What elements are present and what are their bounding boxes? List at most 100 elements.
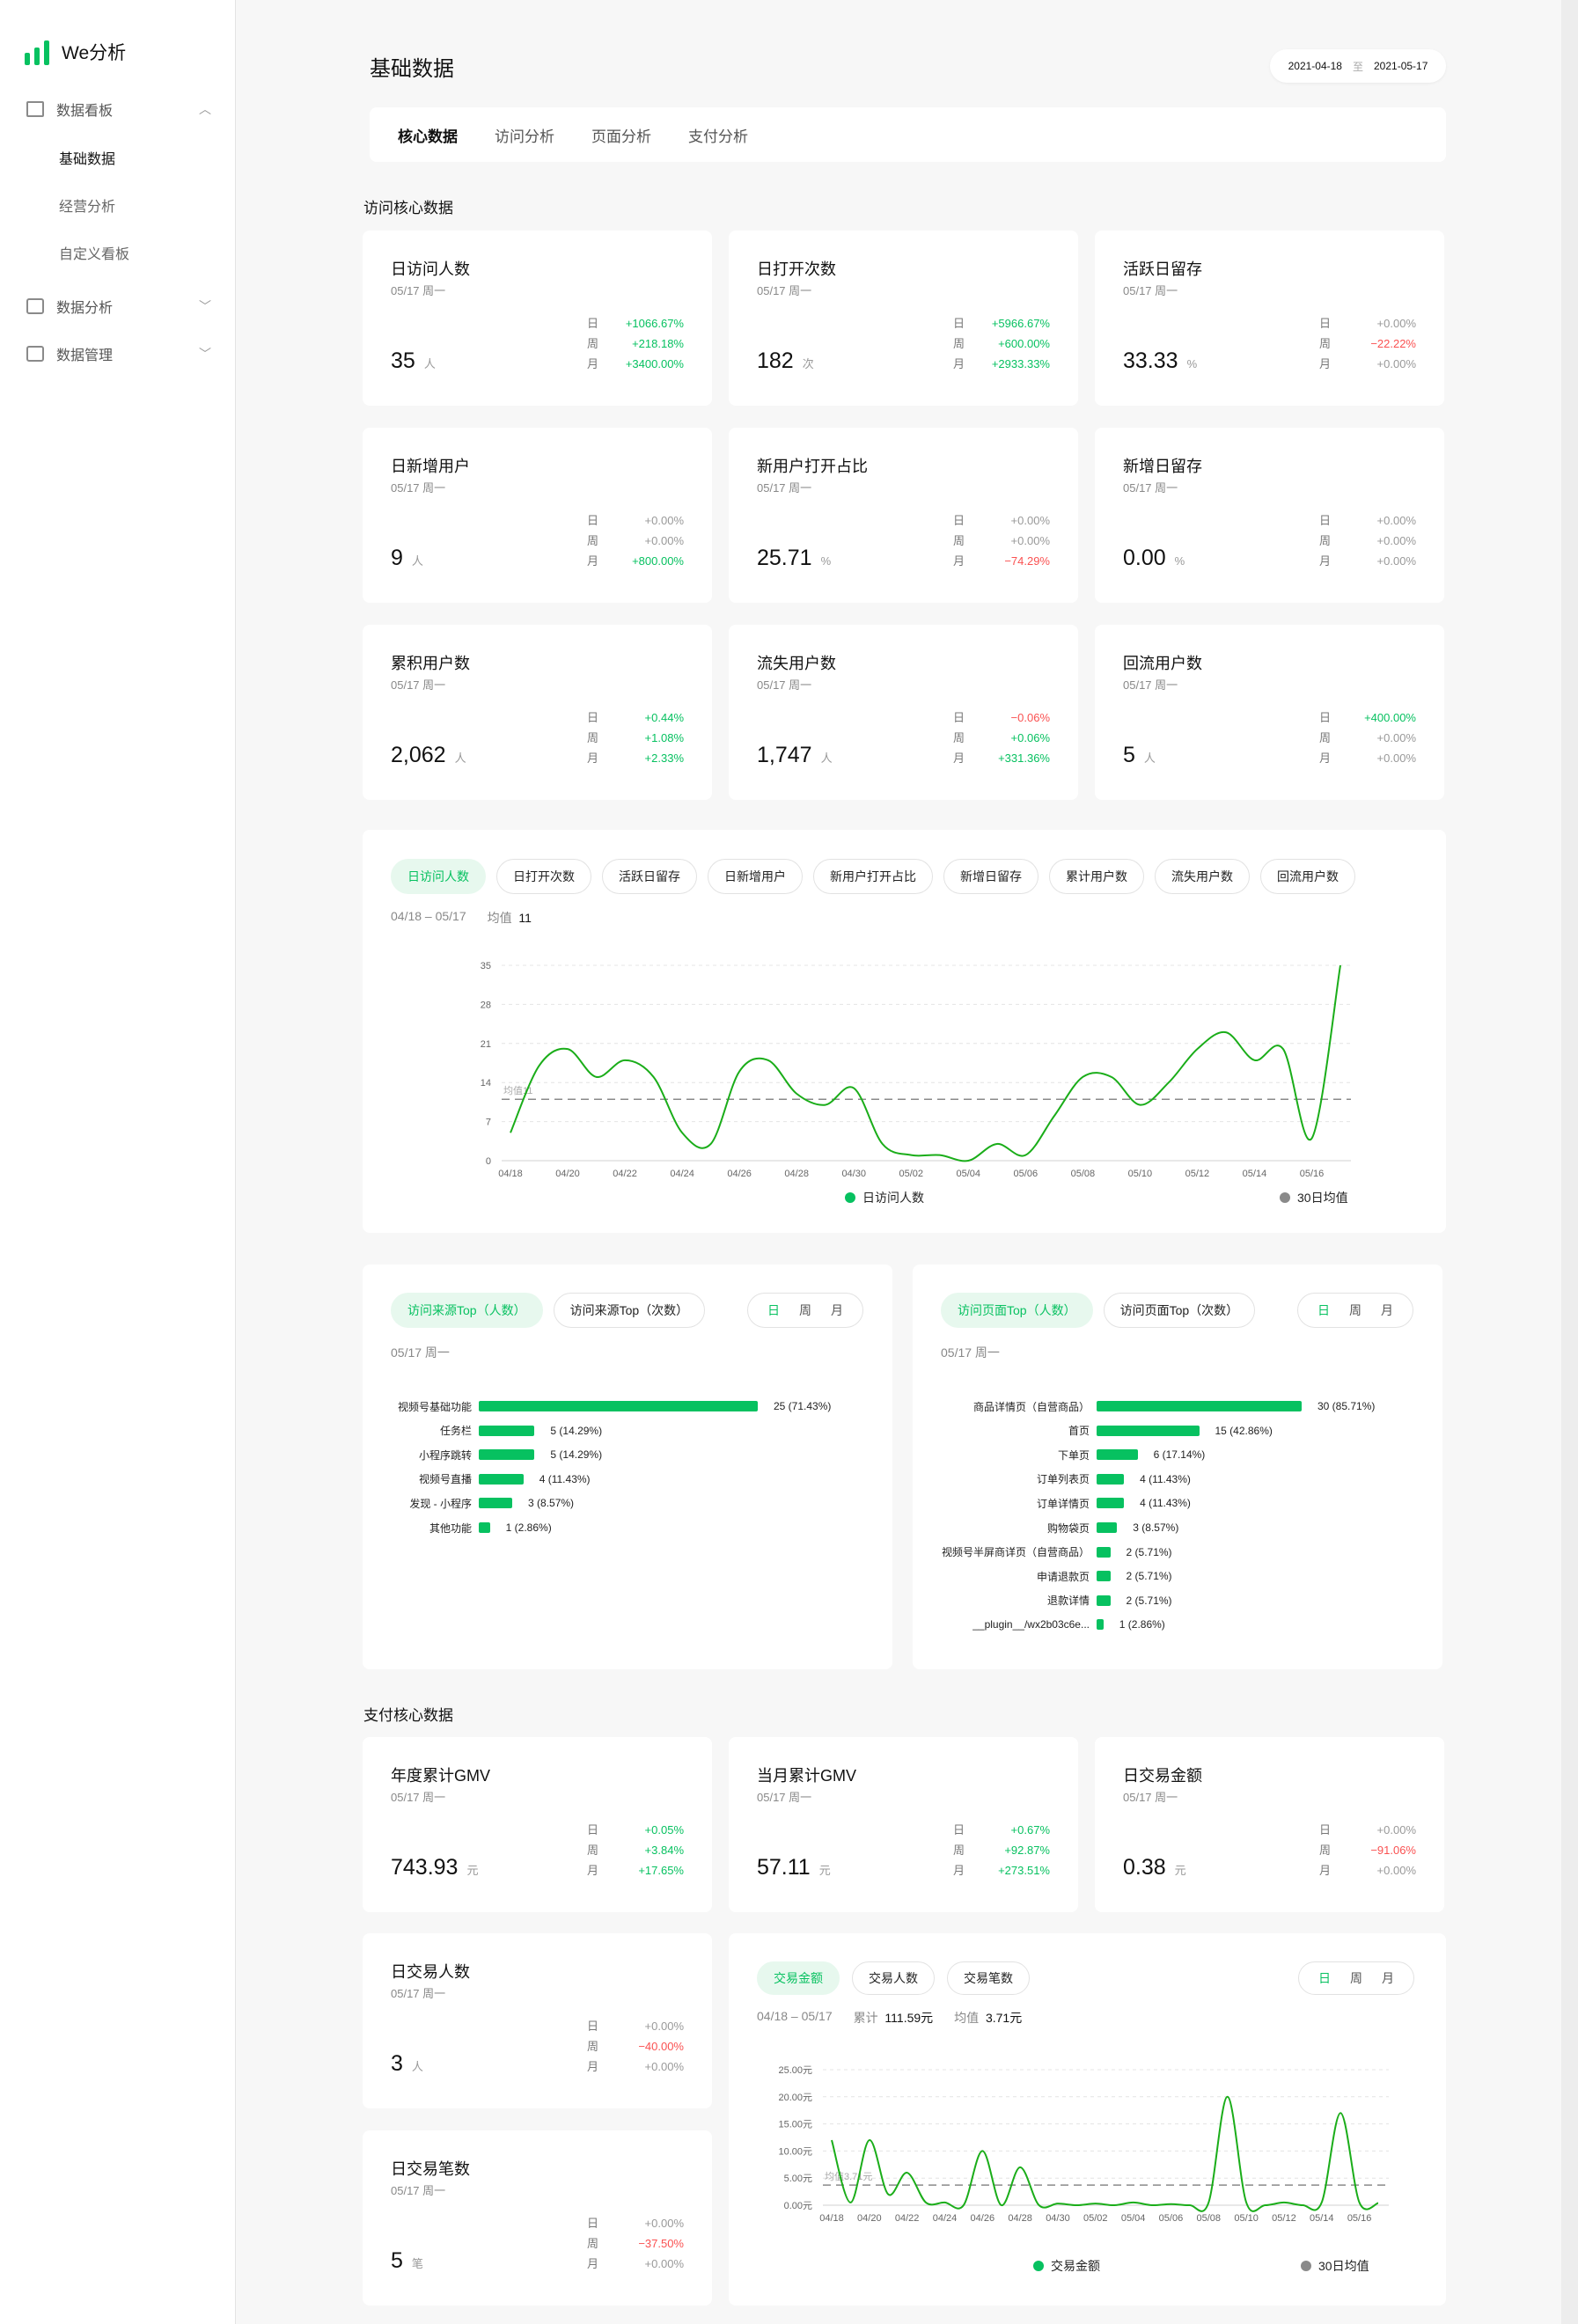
- tab-payment-analysis[interactable]: 支付分析: [688, 128, 748, 145]
- tab-core-data[interactable]: 核心数据: [398, 128, 458, 145]
- metric-unit: 人: [423, 357, 436, 370]
- bar: [1097, 1619, 1104, 1631]
- top-page-card: 访问页面Top（人数） 访问页面Top（次数） 日 周 月 05/17 周一 商…: [913, 1265, 1442, 1669]
- comparison-change: +0.00%: [1010, 534, 1050, 547]
- comparison-period: 月: [587, 357, 599, 370]
- metric-chip[interactable]: 流失用户数: [1155, 859, 1250, 894]
- metric-chip[interactable]: 日新增用户: [708, 859, 803, 894]
- metric-card[interactable]: 日交易人数 05/17 周一 3 人 日 +0.00% 周 −40.00% 月 +0.00%: [363, 1933, 712, 2108]
- metric-card[interactable]: 当月累计GMV 05/17 周一 57.11 元 日 +0.67% 周 +92.87% 月 +27…: [729, 1737, 1078, 1912]
- bar-value-label: 3 (8.57%): [528, 1497, 575, 1510]
- sidebar-item-custom-dashboard[interactable]: 自定义看板: [59, 247, 130, 262]
- nav-group-dashboard[interactable]: 数据看板 ︿: [26, 99, 211, 120]
- metric-card[interactable]: 日访问人数 05/17 周一 35 人 日 +1066.67% 周 +218.18% 月 +340…: [363, 231, 712, 406]
- comparison-row-month: 月 +273.51%: [953, 1860, 1050, 1880]
- legend-dot-green-icon: [845, 1192, 855, 1203]
- chip-page-users[interactable]: 访问页面Top（人数）: [941, 1293, 1093, 1328]
- chip-trade-amount[interactable]: 交易金额: [757, 1961, 840, 1995]
- comparison-change: +0.00%: [1010, 514, 1050, 527]
- metric-unit: 笔: [411, 2257, 423, 2270]
- app-logo[interactable]: We分析: [25, 40, 126, 65]
- comparison-period: 日: [587, 2020, 599, 2033]
- sidebar-item-business-analysis[interactable]: 经营分析: [59, 200, 116, 215]
- metric-chip[interactable]: 日打开次数: [496, 859, 591, 894]
- period-month[interactable]: 月: [1382, 1971, 1394, 1985]
- x-tick-label: 04/18: [819, 2213, 844, 2224]
- comparison-change: +400.00%: [1364, 711, 1416, 724]
- comparison-change: +0.00%: [1376, 731, 1416, 744]
- metric-title: 当月累计GMV: [757, 1767, 857, 1785]
- tab-visit-analysis[interactable]: 访问分析: [495, 128, 554, 145]
- metric-date: 05/17 周一: [1123, 481, 1178, 495]
- logo-bars-icon: [25, 40, 49, 65]
- period-day[interactable]: 日: [1318, 1971, 1331, 1985]
- metric-chip[interactable]: 活跃日留存: [602, 859, 697, 894]
- chevron-down-icon: ﹀: [199, 347, 211, 361]
- x-tick-label: 04/22: [613, 1169, 637, 1179]
- period-month[interactable]: 月: [831, 1303, 843, 1317]
- metric-card[interactable]: 年度累计GMV 05/17 周一 743.93 元 日 +0.05% 周 +3.84% 月 +17…: [363, 1737, 712, 1912]
- metric-value-group: 0.00%: [1123, 546, 1185, 571]
- bar: [1097, 1401, 1302, 1411]
- period-week[interactable]: 周: [1349, 1303, 1361, 1317]
- date-end: 2021-05-17: [1374, 60, 1428, 72]
- metric-card[interactable]: 日打开次数 05/17 周一 182 次 日 +5966.67% 周 +600.00% 月 +29…: [729, 231, 1078, 406]
- legend-average: 30日均值: [1280, 1189, 1348, 1206]
- metric-card[interactable]: 新用户打开占比 05/17 周一 25.71% 日 +0.00% 周 +0.00% 月 −74.…: [729, 428, 1078, 603]
- average-line-label: 均值3.71元: [825, 2171, 872, 2182]
- date-separator: 至: [1352, 60, 1363, 73]
- metric-chip[interactable]: 累计用户数: [1049, 859, 1144, 894]
- bar: [479, 1449, 535, 1461]
- chip-source-opens[interactable]: 访问来源Top（次数）: [553, 1293, 706, 1328]
- metric-card[interactable]: 累积用户数 05/17 周一 2,062 人 日 +0.44% 周 +1.08% 月 +2.33%: [363, 625, 712, 800]
- trend-chart-card: 日访问人数 日打开次数 活跃日留存 日新增用户 新用户打开占比 新增日留存 累计用户数 流失用…: [363, 830, 1446, 1233]
- tab-page-analysis[interactable]: 页面分析: [591, 128, 651, 145]
- metric-card[interactable]: 新增日留存 05/17 周一 0.00% 日 +0.00% 周 +0.00% 月 +0.00%: [1095, 428, 1444, 603]
- metric-chip[interactable]: 回流用户数: [1260, 859, 1355, 894]
- period-day[interactable]: 日: [767, 1303, 780, 1317]
- metric-card[interactable]: 日交易笔数 05/17 周一 5 笔 日 +0.00% 周 −37.50% 月 +0.00%: [363, 2130, 712, 2306]
- metric-value-group: 35 人: [391, 348, 436, 374]
- metric-unit: %: [1186, 357, 1198, 370]
- panel-date: 05/17 周一: [941, 1345, 1000, 1360]
- metric-card[interactable]: 活跃日留存 05/17 周一 33.33% 日 +0.00% 周 −22.22% 月 +0.00…: [1095, 231, 1444, 406]
- metric-card[interactable]: 日交易金额 05/17 周一 0.38 元 日 +0.00% 周 −91.06% 月 +0.00%: [1095, 1737, 1444, 1912]
- chip-trade-orders[interactable]: 交易笔数: [947, 1961, 1030, 1995]
- metric-title: 日交易笔数: [391, 2160, 470, 2178]
- nav-group-analysis[interactable]: 数据分析 ﹀: [26, 296, 211, 317]
- comparison-period: 月: [587, 554, 599, 568]
- comparison-row-week: 周 +218.18%: [587, 334, 684, 354]
- metric-value: 57.11: [757, 1855, 811, 1880]
- bar-value-label: 1 (2.86%): [1119, 1618, 1165, 1631]
- metric-unit: 人: [820, 751, 833, 765]
- bar: [479, 1473, 524, 1485]
- metric-chip[interactable]: 新用户打开占比: [813, 859, 933, 894]
- metric-card[interactable]: 日新增用户 05/17 周一 9 人 日 +0.00% 周 +0.00% 月 +800.00%: [363, 428, 712, 603]
- payment-total: 累计 111.59元: [853, 2011, 934, 2025]
- comparison-period: 月: [953, 751, 965, 765]
- metric-value-group: 2,062 人: [391, 743, 466, 768]
- bar-label: 视频号直播: [418, 1473, 472, 1486]
- period-week[interactable]: 周: [1350, 1971, 1362, 1985]
- metric-chip[interactable]: 日访问人数: [391, 859, 486, 894]
- metric-date: 05/17 周一: [757, 678, 812, 692]
- bar-row: 小程序跳转 5 (14.29%): [384, 1446, 602, 1463]
- date-range-picker[interactable]: 2021-04-18 至 2021-05-17: [1270, 49, 1446, 83]
- trend-meta: 04/18 – 05/17 均值 11: [391, 909, 532, 927]
- period-day[interactable]: 日: [1317, 1303, 1330, 1317]
- metric-card[interactable]: 流失用户数 05/17 周一 1,747 人 日 −0.06% 周 +0.06% 月 +331.3…: [729, 625, 1078, 800]
- sidebar-item-basic-data[interactable]: 基础数据: [59, 152, 116, 167]
- metric-chip[interactable]: 新增日留存: [943, 859, 1039, 894]
- metric-card[interactable]: 回流用户数 05/17 周一 5 人 日 +400.00% 周 +0.00% 月 +0.00%: [1095, 625, 1444, 800]
- metric-unit: 人: [454, 751, 466, 765]
- y-tick-label: 14: [481, 1078, 491, 1089]
- period-month[interactable]: 月: [1381, 1303, 1393, 1317]
- chip-page-opens[interactable]: 访问页面Top（次数）: [1103, 1293, 1256, 1328]
- trend-range: 04/18 – 05/17: [391, 909, 466, 923]
- nav-group-management[interactable]: 数据管理 ﹀: [26, 343, 211, 364]
- chip-source-users[interactable]: 访问来源Top（人数）: [391, 1293, 543, 1328]
- metric-unit: 人: [411, 554, 423, 568]
- period-week[interactable]: 周: [799, 1303, 811, 1317]
- metric-value: 2,062: [391, 743, 446, 767]
- chip-trade-users[interactable]: 交易人数: [852, 1961, 935, 1995]
